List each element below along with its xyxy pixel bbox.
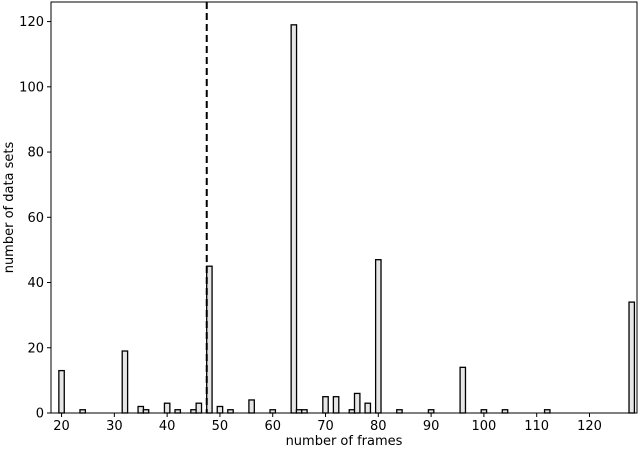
x-tick-label-120: 120 [577,419,602,434]
y-tick-label-120: 120 [19,15,44,30]
x-tick-label-80: 80 [370,419,387,434]
bar-20-frames [58,369,65,414]
bar-78-frames [364,402,372,414]
y-tick-label-40: 40 [27,276,44,291]
x-tick-label-30: 30 [106,419,123,434]
x-tick-label-70: 70 [317,419,334,434]
bar-35-frames [137,405,145,414]
bar-50-frames [216,405,224,414]
bar-128-frames [628,301,636,414]
y-tick-label-100: 100 [19,80,44,95]
y-tick-label-0: 0 [36,407,44,422]
bar-40-frames [163,402,171,414]
x-tick-label-100: 100 [471,419,496,434]
bar-46-frames [195,402,203,414]
x-tick-label-90: 90 [423,419,440,434]
x-tick-label-50: 50 [212,419,229,434]
x-tick-label-40: 40 [159,419,176,434]
bar-72-frames [332,396,340,414]
x-tick-label-110: 110 [524,419,549,434]
bar-64-frames [290,24,298,414]
axes [50,1,638,414]
bar-32-frames [121,350,129,414]
x-tick-label-60: 60 [264,419,281,434]
x-ticks: 20 30 40 50 60 70 80 90 100 110 120 [53,413,602,434]
bar-70-frames [322,396,329,414]
y-tick-label-20: 20 [27,341,44,356]
bar-76-frames [353,392,361,414]
x-axis-label: number of frames [286,434,403,449]
y-tick-label-60: 60 [27,211,44,226]
y-tick-label-80: 80 [27,146,44,161]
bars [58,24,636,414]
x-tick-label-20: 20 [53,419,70,434]
y-ticks: 0 20 40 60 80 100 120 [19,15,51,422]
bar-96-frames [459,366,467,414]
y-axis-label: number of data sets [2,141,17,273]
bar-80-frames [374,259,382,414]
bar-56-frames [248,399,255,414]
plot-frame [50,1,638,414]
